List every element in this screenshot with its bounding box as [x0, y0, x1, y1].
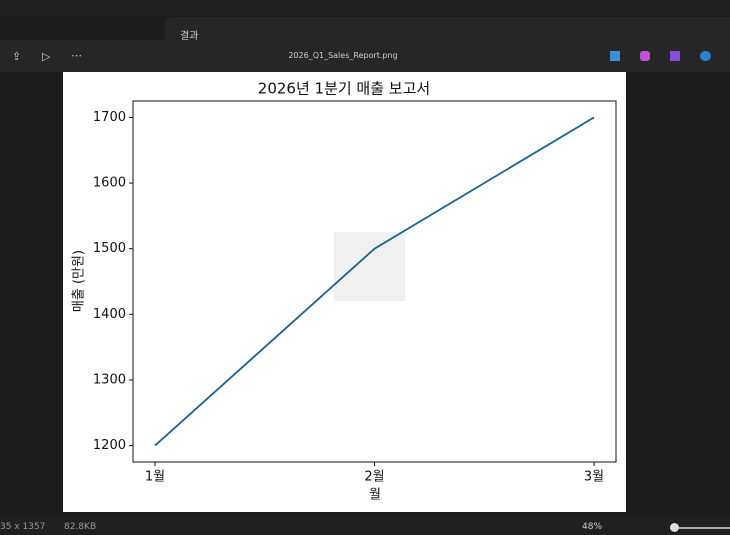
y-axis-label: 매출 (만원) [72, 250, 87, 312]
dimensions: 35 x 1357 [0, 522, 46, 532]
y-tick-label: 1700 [93, 110, 126, 125]
title-bar [0, 0, 730, 16]
x-tick-label: 2월 [364, 470, 384, 485]
chart-title: 2026년 1분기 매출 보고서 [258, 80, 430, 98]
app-icon[interactable] [640, 51, 650, 61]
share-icon[interactable]: ⇪ [12, 50, 22, 63]
status-bar [0, 517, 730, 535]
file-size: 82.8KB [64, 522, 97, 532]
more-icon[interactable]: ⋯ [71, 49, 82, 62]
x-axis-label: 월 [369, 488, 381, 503]
toolbar [0, 40, 730, 72]
y-tick-label: 1200 [93, 438, 126, 453]
clip-icon[interactable] [670, 51, 680, 61]
edit-icon[interactable] [610, 51, 620, 61]
y-tick-label: 1500 [93, 241, 126, 256]
filename: 2026_Q1_Sales_Report.png [288, 51, 398, 60]
x-tick-label: 1월 [145, 470, 165, 485]
tab-title[interactable]: 결과 [180, 31, 199, 42]
slideshow-icon[interactable]: ▷ [42, 50, 51, 63]
y-tick-label: 1600 [93, 176, 126, 191]
y-tick-label: 1300 [93, 372, 126, 387]
chart: 2026년 1분기 매출 보고서 월 매출 (만원) 1200 1300 1400 1… [63, 72, 626, 512]
x-tick-label: 3월 [584, 470, 604, 485]
cloud-icon[interactable] [700, 51, 711, 61]
zoom-thumb[interactable] [670, 523, 679, 532]
zoom-level[interactable]: 48% [582, 522, 603, 532]
y-tick-label: 1400 [93, 307, 126, 322]
tab[interactable] [165, 17, 730, 40]
zoom-slider[interactable] [670, 527, 730, 529]
watermark [334, 232, 405, 301]
line [154, 116, 595, 447]
